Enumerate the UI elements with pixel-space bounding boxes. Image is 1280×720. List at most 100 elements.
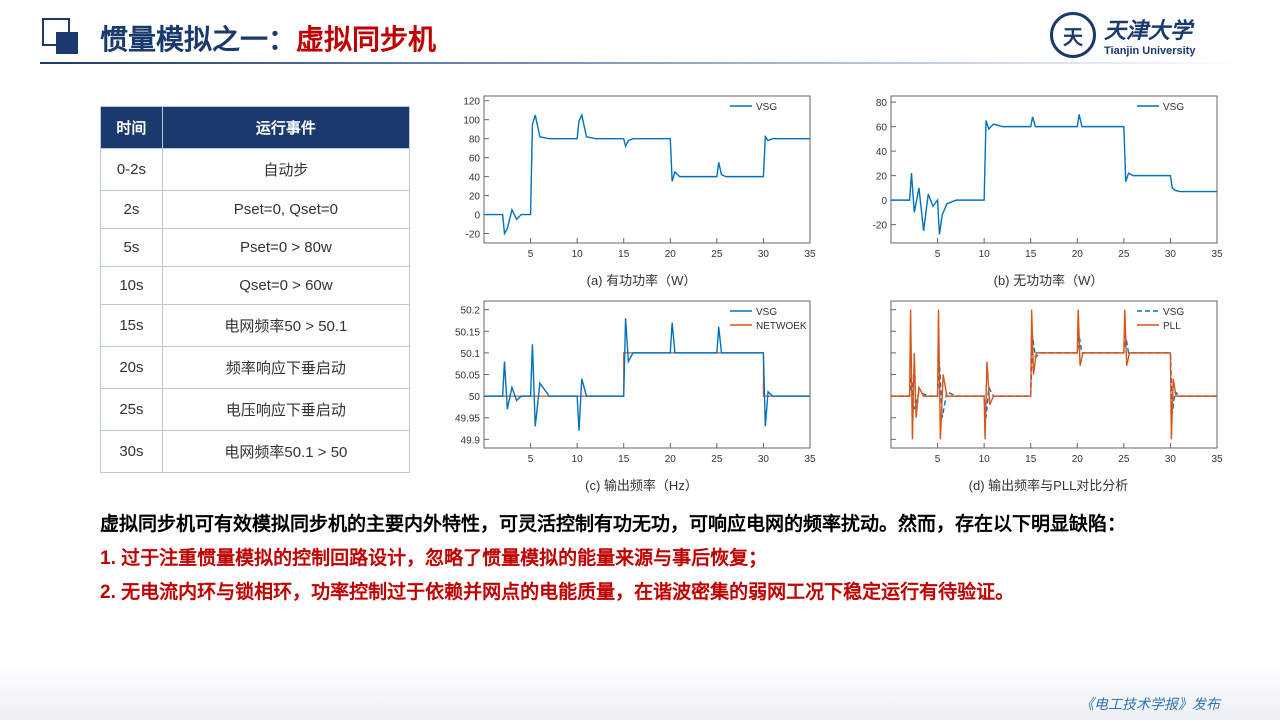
svg-text:100: 100 — [463, 116, 480, 127]
svg-text:50.15: 50.15 — [455, 327, 480, 338]
chart-b: -200204060805101520253035VSG (b) 无功功率（W） — [847, 88, 1250, 289]
body-text: 虚拟同步机可有效模拟同步机的主要内外特性，可灵活控制有功无功，可响应电网的频率扰… — [30, 508, 1250, 611]
svg-text:25: 25 — [1118, 249, 1130, 260]
svg-text:15: 15 — [618, 249, 630, 260]
chart-d-caption: (d) 输出频率与PLL对比分析 — [847, 475, 1250, 494]
svg-text:10: 10 — [572, 454, 584, 465]
table-cell: 5s — [101, 229, 163, 267]
defect-item-2: 2. 无电流内环与锁相环，功率控制过于依赖并网点的电能质量，在谐波密集的弱网工况… — [100, 576, 1180, 610]
svg-text:20: 20 — [665, 249, 677, 260]
chart-a: -200204060801001205101520253035VSG (a) 有… — [440, 88, 843, 289]
table-row: 30s电网频率50.1 > 50 — [101, 431, 410, 473]
table-cell: 10s — [101, 267, 163, 305]
logo-cn: 天津大学 — [1104, 13, 1196, 45]
event-table: 时间运行事件 0-2s自动步2sPset=0, Qset=05sPset=0 >… — [100, 106, 410, 473]
footer-source: 《电工技术学报》发布 — [1080, 694, 1220, 714]
svg-text:40: 40 — [469, 173, 481, 184]
svg-text:30: 30 — [1165, 454, 1177, 465]
svg-text:5: 5 — [935, 454, 941, 465]
university-logo: 天 天津大学 Tianjin University — [1050, 10, 1240, 60]
table-row: 2sPset=0, Qset=0 — [101, 191, 410, 229]
body-para: 虚拟同步机可有效模拟同步机的主要内外特性，可灵活控制有功无功，可响应电网的频率扰… — [100, 508, 1180, 542]
svg-text:0: 0 — [881, 196, 887, 207]
svg-text:10: 10 — [979, 454, 991, 465]
title-underline — [40, 62, 1240, 64]
table-cell: Pset=0 > 80w — [162, 229, 409, 267]
svg-text:80: 80 — [876, 98, 888, 109]
table-cell: 电网频率50.1 > 50 — [162, 431, 409, 473]
svg-text:PLL: PLL — [1163, 321, 1181, 332]
svg-text:10: 10 — [572, 249, 584, 260]
svg-text:15: 15 — [1025, 454, 1037, 465]
table-row: 0-2s自动步 — [101, 149, 410, 191]
chart-a-caption: (a) 有功功率（W） — [440, 270, 843, 289]
svg-text:35: 35 — [804, 249, 816, 260]
chart-d: 5101520253035VSGPLL (d) 输出频率与PLL对比分析 — [847, 293, 1250, 494]
svg-text:5: 5 — [935, 249, 941, 260]
table-cell: 30s — [101, 431, 163, 473]
table-cell: 25s — [101, 389, 163, 431]
svg-text:80: 80 — [469, 135, 481, 146]
svg-text:20: 20 — [1072, 249, 1084, 260]
svg-text:25: 25 — [1118, 454, 1130, 465]
svg-text:5: 5 — [528, 249, 534, 260]
table-row: 25s电压响应下垂启动 — [101, 389, 410, 431]
table-cell: 频率响应下垂启动 — [162, 347, 409, 389]
svg-text:VSG: VSG — [756, 102, 777, 113]
charts-grid: -200204060801001205101520253035VSG (a) 有… — [410, 88, 1250, 494]
svg-text:5: 5 — [528, 454, 534, 465]
table-header: 时间 — [101, 107, 163, 149]
svg-text:50.2: 50.2 — [461, 306, 481, 317]
table-row: 5sPset=0 > 80w — [101, 229, 410, 267]
event-table-wrap: 时间运行事件 0-2s自动步2sPset=0, Qset=05sPset=0 >… — [30, 88, 410, 494]
svg-text:20: 20 — [876, 172, 888, 183]
svg-text:0: 0 — [474, 211, 480, 222]
svg-text:15: 15 — [618, 454, 630, 465]
svg-text:50.1: 50.1 — [461, 349, 481, 360]
svg-text:-20: -20 — [466, 230, 481, 241]
svg-text:35: 35 — [1211, 249, 1223, 260]
chart-c: 49.9 49.95 50 50.05 50.1 50.15 50.2 5 10 15 20 25 30… — [440, 293, 843, 494]
table-cell: 20s — [101, 347, 163, 389]
svg-text:NETWOEK: NETWOEK — [756, 321, 807, 332]
svg-text:49.95: 49.95 — [455, 414, 480, 425]
svg-text:15: 15 — [1025, 249, 1037, 260]
table-cell: 电压响应下垂启动 — [162, 389, 409, 431]
svg-text:50: 50 — [469, 392, 481, 403]
svg-text:30: 30 — [1165, 249, 1177, 260]
title-part2: 虚拟同步机 — [296, 24, 436, 55]
logo-en: Tianjin University — [1104, 45, 1196, 57]
chart-b-caption: (b) 无功功率（W） — [847, 270, 1250, 289]
svg-text:30: 30 — [758, 249, 770, 260]
defect-item-1: 1. 过于注重惯量模拟的控制回路设计，忽略了惯量模拟的能量来源与事后恢复； — [100, 542, 1180, 576]
table-cell: 0-2s — [101, 149, 163, 191]
chart-c-caption: (c) 输出频率（Hz） — [440, 475, 843, 494]
table-row: 20s频率响应下垂启动 — [101, 347, 410, 389]
svg-text:VSG: VSG — [1163, 102, 1184, 113]
svg-text:-20: -20 — [873, 221, 888, 232]
svg-text:49.9: 49.9 — [461, 435, 481, 446]
svg-text:VSG: VSG — [1163, 307, 1184, 318]
logo-seal-icon: 天 — [1050, 12, 1096, 58]
table-header: 运行事件 — [162, 107, 409, 149]
title-decor-icon — [42, 18, 76, 52]
table-cell: 电网频率50 > 50.1 — [162, 305, 409, 347]
svg-text:25: 25 — [711, 454, 723, 465]
slide-title: 惯量模拟之一：虚拟同步机 — [100, 18, 436, 58]
svg-text:30: 30 — [758, 454, 770, 465]
table-cell: Pset=0, Qset=0 — [162, 191, 409, 229]
svg-text:20: 20 — [469, 192, 481, 203]
svg-text:10: 10 — [979, 249, 991, 260]
table-row: 15s电网频率50 > 50.1 — [101, 305, 410, 347]
table-row: 10sQset=0 > 60w — [101, 267, 410, 305]
svg-text:50.05: 50.05 — [455, 371, 480, 382]
slide-content: 时间运行事件 0-2s自动步2sPset=0, Qset=05sPset=0 >… — [0, 88, 1280, 611]
svg-text:20: 20 — [665, 454, 677, 465]
svg-text:35: 35 — [1211, 454, 1223, 465]
table-cell: Qset=0 > 60w — [162, 267, 409, 305]
svg-text:25: 25 — [711, 249, 723, 260]
svg-text:60: 60 — [469, 154, 481, 165]
svg-text:40: 40 — [876, 147, 888, 158]
title-part1: 惯量模拟之一： — [100, 24, 296, 55]
table-cell: 自动步 — [162, 149, 409, 191]
